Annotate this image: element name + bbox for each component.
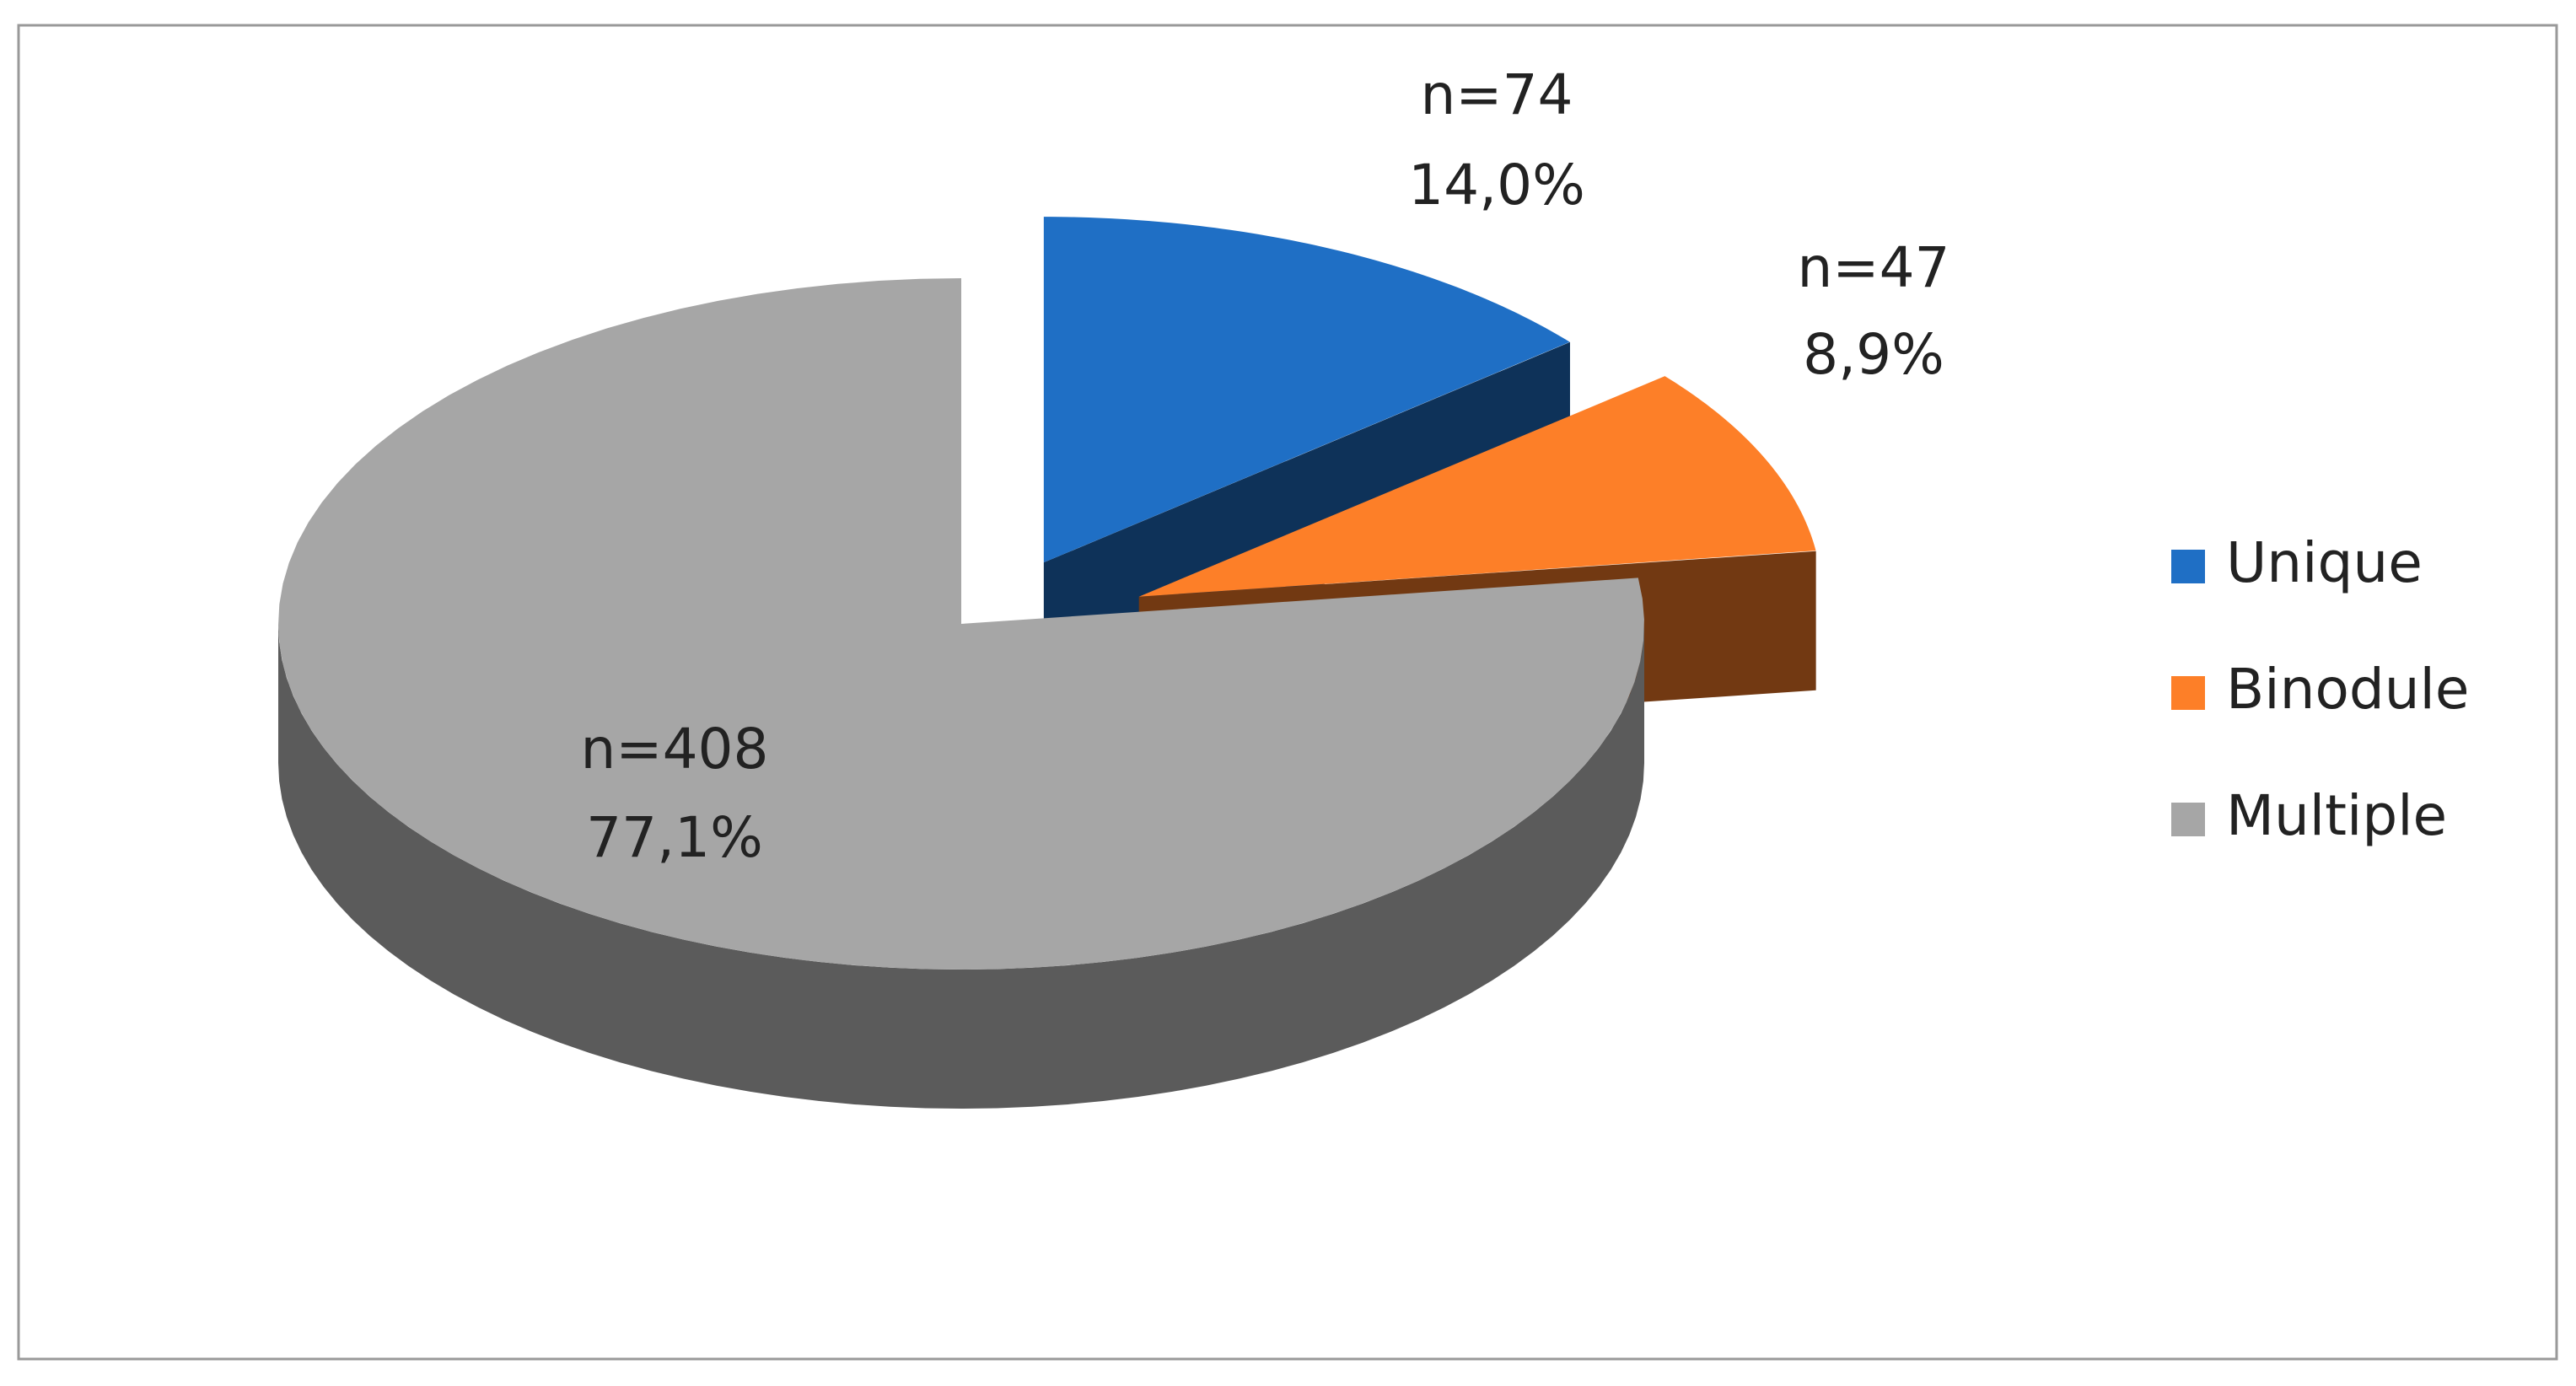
- slice-side: [278, 624, 1644, 1109]
- legend-label: Multiple: [2226, 783, 2447, 848]
- legend-label: Binodule: [2226, 657, 2470, 722]
- data-label: n=74: [1420, 62, 1573, 127]
- data-label: 77,1%: [586, 805, 763, 870]
- data-label: 14,0%: [1408, 153, 1585, 218]
- legend-swatch: [2171, 676, 2205, 710]
- data-label: n=47: [1797, 235, 1949, 300]
- slice: [1138, 376, 1816, 597]
- slice: [278, 278, 1644, 970]
- data-label: 8,9%: [1803, 322, 1944, 387]
- legend-swatch: [2171, 550, 2205, 583]
- legend-swatch: [2171, 803, 2205, 836]
- slice: [1043, 217, 1570, 563]
- data-label: n=408: [580, 717, 768, 782]
- legend-label: Unique: [2226, 530, 2423, 595]
